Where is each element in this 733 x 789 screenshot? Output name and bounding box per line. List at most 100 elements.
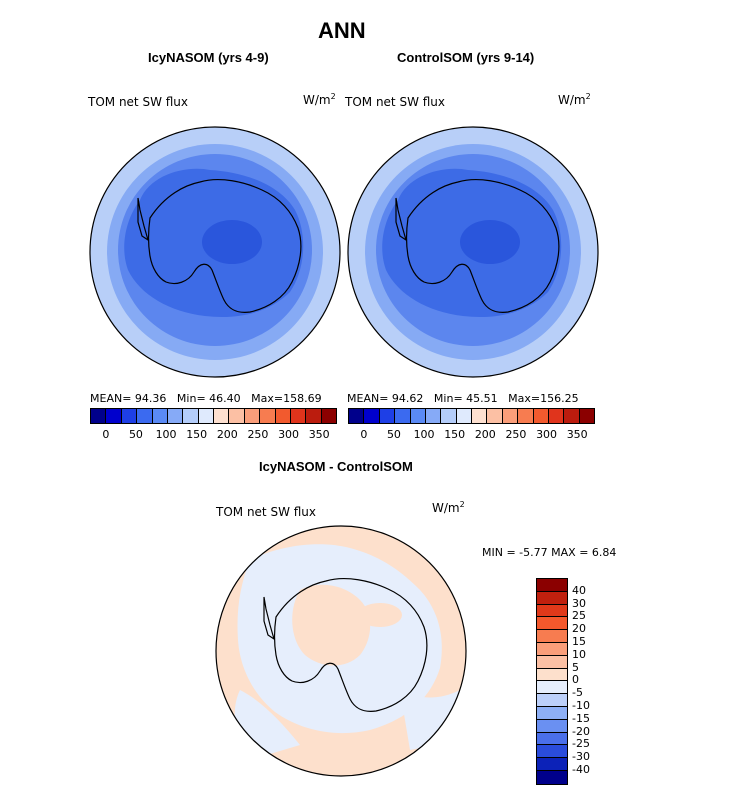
diff-subtitle: IcyNASOM - ControlSOM [259, 459, 413, 474]
map-right-border [347, 126, 599, 378]
panel-left-units: W/m2 [303, 92, 336, 107]
colorbar-segment [229, 409, 245, 423]
colorbar-segment [183, 409, 199, 423]
colorbar-segment [260, 409, 276, 423]
colorbar-tick-label: -25 [572, 737, 590, 751]
colorbar-segment [537, 770, 567, 784]
colorbar-segment [548, 409, 565, 423]
colorbar-segment [198, 409, 214, 423]
colorbar-tick-label: -40 [572, 763, 590, 776]
colorbar-tick-label: 0 [572, 673, 579, 687]
colorbar-diff [536, 578, 568, 785]
colorbar-tick-label: 100 [155, 428, 177, 441]
colorbar-tick-label: 300 [536, 428, 558, 441]
colorbar-segment [137, 409, 153, 423]
colorbar-segment [106, 409, 122, 423]
map-diff-polar [216, 526, 466, 776]
diff-field-label: TOM net SW flux [216, 505, 317, 519]
colorbar-segment [537, 642, 567, 656]
colorbar-tick-label: -5 [572, 686, 583, 700]
panel-left-subtitle: IcyNASOM (yrs 4-9) [148, 50, 269, 65]
colorbar-tick-label: 15 [572, 635, 586, 648]
colorbar-segment [472, 409, 488, 423]
colorbar-segment [306, 409, 322, 423]
colorbar-segment [564, 409, 580, 423]
colorbar-tick-label: 30 [572, 596, 586, 610]
colorbar-segment [395, 409, 411, 423]
diff-units: W/m2 [432, 500, 465, 515]
colorbar-segment [533, 409, 549, 423]
colorbar-segment [537, 579, 567, 592]
colorbar-tick-label: -30 [572, 750, 590, 764]
colorbar-tick-label: 350 [308, 428, 330, 441]
colorbar-tick-label: 200 [216, 428, 238, 441]
colorbar-segment [537, 732, 567, 746]
colorbar-tick-label: -15 [572, 711, 590, 725]
colorbar-segment [321, 409, 336, 423]
colorbar-tick-label: -10 [572, 699, 590, 712]
colorbar-segment [275, 409, 291, 423]
panel-left-stats: MEAN= 94.36 Min= 46.40 Max=158.69 [90, 392, 322, 405]
colorbar-segment [91, 409, 107, 423]
colorbar-segment [121, 409, 138, 423]
map-right-coastline [395, 179, 560, 313]
panel-right-subtitle: ControlSOM (yrs 9-14) [397, 50, 535, 65]
colorbar-segment [379, 409, 396, 423]
colorbar-segment [425, 409, 442, 423]
colorbar-tick-label: 20 [572, 622, 586, 636]
colorbar-segment [537, 758, 567, 771]
colorbar-segment [537, 681, 567, 695]
diff-minmax: MIN = -5.77 MAX = 6.84 [482, 546, 617, 559]
colorbar-segment [487, 409, 503, 423]
colorbar-segment [537, 591, 567, 605]
colorbar-segment [537, 655, 567, 669]
panel-right-field-label: TOM net SW flux [345, 95, 446, 109]
colorbar-tick-label: 150 [444, 428, 466, 441]
colorbar-segment [349, 409, 365, 423]
colorbar-segment [244, 409, 261, 423]
colorbar-tick-label: 200 [474, 428, 496, 441]
colorbar-segment [441, 409, 457, 423]
panel-right-units: W/m2 [558, 92, 591, 107]
colorbar-tick-label: 50 [128, 428, 143, 441]
colorbar-tick-label: 50 [386, 428, 401, 441]
map-diff-coastline [263, 578, 428, 712]
colorbar-tick-label: 25 [572, 609, 586, 623]
colorbar-tick-label: -20 [572, 724, 590, 738]
colorbar-segment [537, 694, 567, 707]
figure-title: ANN [318, 18, 366, 43]
colorbar-segment [456, 409, 472, 423]
colorbar-segment [518, 409, 534, 423]
panel-left-field-label: TOM net SW flux [88, 95, 189, 109]
colorbar-segment [537, 630, 567, 643]
colorbar-segment [579, 409, 594, 423]
colorbar-tick-label: 300 [278, 428, 300, 441]
colorbar-tick-label: 150 [186, 428, 208, 441]
map-left-border [89, 126, 341, 378]
colorbar-segment [502, 409, 519, 423]
colorbar-segment [537, 745, 567, 759]
colorbar-segment [214, 409, 230, 423]
colorbar-segment [537, 617, 567, 631]
colorbar-tick-label: 0 [360, 428, 368, 441]
colorbar-tick-label: 100 [413, 428, 435, 441]
colorbar-segment [537, 706, 567, 720]
colorbar-segment [167, 409, 184, 423]
colorbar-segment [537, 604, 567, 618]
colorbar-segment [537, 719, 567, 733]
colorbar-tick-label: 40 [572, 583, 586, 597]
map-diff-border [215, 525, 467, 777]
colorbar-segment [290, 409, 307, 423]
colorbar-left [90, 408, 337, 424]
colorbar-segment [537, 668, 567, 682]
colorbar-tick-label: 250 [505, 428, 527, 441]
colorbar-segment [364, 409, 380, 423]
map-left-polar [90, 127, 340, 377]
map-left-coastline [137, 179, 302, 313]
colorbar-tick-label: 5 [572, 660, 579, 674]
colorbar-right [348, 408, 595, 424]
panel-right-stats: MEAN= 94.62 Min= 45.51 Max=156.25 [347, 392, 579, 405]
colorbar-tick-label: 350 [566, 428, 588, 441]
colorbar-tick-label: 10 [572, 647, 586, 661]
